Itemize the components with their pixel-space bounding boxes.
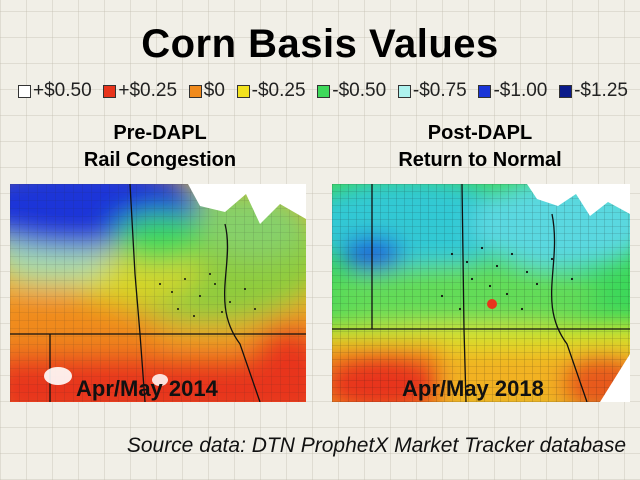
- left-panel-title: Pre-DAPL Rail Congestion: [40, 120, 280, 174]
- left-panel-title-line1: Pre-DAPL: [113, 122, 207, 144]
- legend-item: -$1.25: [559, 80, 628, 102]
- legend-label: -$1.25: [574, 80, 628, 101]
- color-legend: +$0.50 +$0.25 $0 -$0.25 -$0.50 -$0.75 -$…: [18, 80, 628, 102]
- legend-label: -$0.25: [251, 80, 306, 101]
- legend-label: -$0.50: [332, 80, 387, 101]
- right-map-graphic: [332, 184, 630, 402]
- legend-label: $0: [203, 80, 225, 101]
- right-panel-title: Post-DAPL Return to Normal: [360, 120, 600, 174]
- legend-label: -$1.00: [493, 80, 548, 101]
- legend-item: +$0.25: [103, 80, 177, 102]
- legend-label: -$0.75: [412, 80, 467, 101]
- legend-item: -$1.00: [478, 80, 547, 102]
- legend-item: -$0.50: [317, 80, 386, 102]
- source-note: Source data: DTN ProphetX Market Tracker…: [126, 434, 626, 457]
- legend-item: +$0.50: [18, 80, 92, 102]
- legend-swatch: [317, 84, 331, 98]
- right-basis-map: [332, 184, 630, 402]
- left-date-label: Apr/May 2014: [76, 376, 218, 401]
- legend-swatch: [478, 84, 492, 98]
- right-panel-title-line2: Return to Normal: [398, 149, 562, 171]
- page-title: Corn Basis Values: [141, 22, 499, 66]
- legend-item: -$0.25: [236, 80, 306, 102]
- left-map-graphic: [10, 184, 306, 402]
- legend-swatch: [188, 84, 202, 98]
- legend-swatch: [18, 84, 31, 98]
- right-date-label: Apr/May 2018: [402, 376, 544, 401]
- left-basis-map: [10, 184, 306, 402]
- right-panel-title-line1: Post-DAPL: [427, 122, 533, 144]
- left-panel-title-line2: Rail Congestion: [83, 149, 237, 171]
- legend-swatch: [236, 84, 250, 98]
- legend-swatch: [397, 84, 411, 98]
- legend-swatch: [559, 84, 573, 98]
- legend-label: +$0.50: [33, 80, 92, 101]
- legend-swatch: [103, 84, 117, 98]
- legend-item: -$0.75: [397, 80, 467, 102]
- legend-label: +$0.25: [118, 80, 178, 101]
- legend-item: $0: [188, 80, 225, 102]
